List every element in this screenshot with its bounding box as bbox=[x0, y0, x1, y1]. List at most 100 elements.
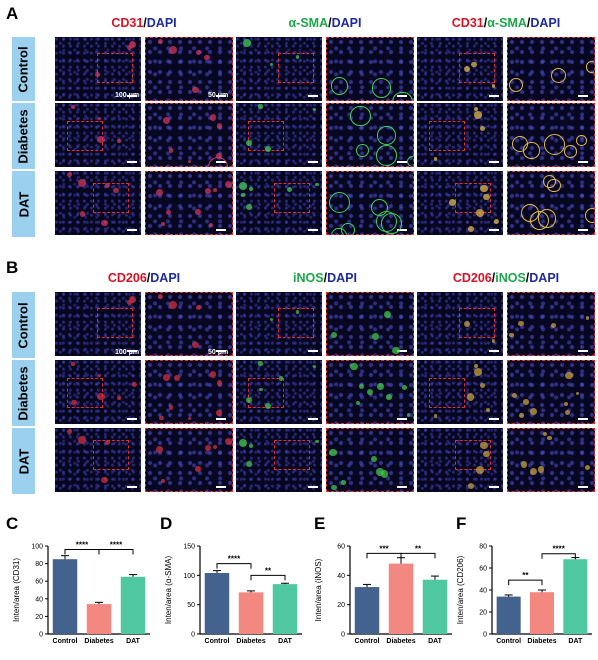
micrograph-zoom-a-r1-c2 bbox=[507, 103, 595, 167]
significance-bracket bbox=[216, 563, 252, 569]
stain-spot bbox=[537, 466, 545, 473]
stain-spot bbox=[551, 323, 557, 329]
micrograph-zoom-b-r0-c0 bbox=[145, 292, 233, 356]
micrograph-a-r2-c0 bbox=[55, 171, 141, 235]
micrograph-zoom-b-r0-c2 bbox=[507, 292, 595, 356]
panel-a-row-dat: DAT bbox=[12, 171, 35, 237]
micrograph-a-r1-c2 bbox=[417, 103, 503, 167]
micrograph-b-r1-c1 bbox=[236, 360, 322, 424]
micrograph-a-r2-c2 bbox=[417, 171, 503, 235]
stain-spot bbox=[246, 461, 253, 468]
stain-spot bbox=[328, 191, 350, 213]
stain-spot bbox=[463, 66, 471, 73]
x-tick-label: DAT bbox=[278, 638, 293, 645]
micrograph-b-r0-c0 bbox=[55, 292, 141, 356]
stain-spot bbox=[406, 156, 413, 166]
y-tick-label: 40 bbox=[35, 596, 43, 603]
micrograph-zoom-a-r1-c0 bbox=[145, 103, 233, 167]
stain-spot bbox=[473, 367, 482, 376]
stain-spot bbox=[473, 363, 478, 368]
y-tick-label: 20 bbox=[337, 602, 345, 609]
stain-spot bbox=[565, 371, 573, 380]
stain-spot bbox=[547, 435, 552, 441]
stain-spot bbox=[377, 126, 396, 145]
roi-box bbox=[97, 53, 133, 83]
stain-spot bbox=[371, 78, 392, 98]
stain-spot bbox=[483, 193, 490, 201]
stain-spot bbox=[169, 46, 178, 55]
bar-dat bbox=[272, 584, 298, 634]
scale-bar bbox=[127, 161, 137, 163]
micrograph-zoom-b-r2-c1 bbox=[326, 428, 414, 492]
panel-b-row-diabetes: Diabetes bbox=[12, 360, 35, 426]
stain-spot bbox=[205, 444, 212, 451]
stain-spot bbox=[259, 387, 263, 392]
y-tick-label: 20 bbox=[35, 614, 43, 621]
y-tick-label: 60 bbox=[337, 544, 345, 551]
stain-spot bbox=[468, 225, 475, 233]
stain-spot bbox=[216, 380, 223, 386]
significance-label: **** bbox=[552, 545, 565, 554]
stain-spot bbox=[468, 482, 475, 490]
significance-label: **** bbox=[76, 541, 89, 550]
stain-spot bbox=[248, 186, 254, 192]
x-tick-label: DAT bbox=[126, 638, 141, 645]
stain-spot bbox=[376, 211, 398, 233]
stain-spot bbox=[286, 186, 293, 193]
stain-spot bbox=[173, 375, 180, 382]
stain-spot bbox=[104, 182, 111, 188]
x-tick-label: Control bbox=[53, 638, 78, 645]
stain-spot bbox=[95, 71, 100, 77]
stain-spot bbox=[529, 210, 550, 231]
scale-bar bbox=[578, 418, 588, 420]
y-tick-label: 80 bbox=[479, 544, 487, 551]
stain-spot bbox=[205, 187, 212, 194]
stain-spot bbox=[258, 104, 263, 109]
stain-spot bbox=[476, 209, 485, 218]
scale-bar bbox=[216, 350, 226, 352]
roi-box bbox=[278, 308, 314, 338]
stain-spot bbox=[479, 383, 485, 389]
stain-spot bbox=[370, 455, 377, 462]
stain-spot bbox=[392, 346, 400, 355]
scale-bar bbox=[127, 229, 137, 231]
x-tick-label: Diabetes bbox=[84, 638, 113, 645]
x-tick-label: DAT bbox=[568, 638, 583, 645]
stain-spot bbox=[523, 399, 529, 406]
stain-spot bbox=[216, 410, 222, 416]
micrograph-zoom-b-r1-c2 bbox=[507, 360, 595, 424]
stain-spot bbox=[564, 402, 569, 407]
x-tick-label: Control bbox=[355, 638, 380, 645]
stain-spot bbox=[575, 135, 587, 146]
micrograph-a-r0-c2 bbox=[417, 37, 503, 101]
stain-spot bbox=[377, 383, 384, 390]
significance-label: *** bbox=[379, 544, 389, 553]
roi-box bbox=[455, 440, 491, 470]
stain-spot bbox=[67, 172, 73, 178]
y-tick-label: 150 bbox=[183, 544, 195, 551]
stain-spot bbox=[195, 208, 202, 215]
stain-spot bbox=[278, 376, 284, 381]
stain-spot bbox=[162, 116, 171, 125]
scale-bar bbox=[308, 486, 318, 488]
panel-a-row-diabetes: Diabetes bbox=[12, 103, 35, 169]
stain-spot bbox=[480, 441, 488, 450]
y-tick-label: 40 bbox=[479, 588, 487, 595]
scale-bar bbox=[578, 161, 588, 163]
significance-bracket bbox=[541, 553, 576, 559]
roi-box bbox=[93, 183, 129, 213]
stain-spot bbox=[127, 44, 133, 50]
roi-box bbox=[429, 121, 465, 151]
y-tick-label: 0 bbox=[191, 632, 195, 639]
y-tick-label: 50 bbox=[187, 602, 195, 609]
y-tick-label: 100 bbox=[31, 544, 43, 551]
micrograph-zoom-b-r1-c0 bbox=[145, 360, 233, 424]
stain-spot bbox=[191, 341, 199, 349]
y-tick-label: 60 bbox=[35, 579, 43, 586]
stain-spot bbox=[204, 54, 210, 60]
bar-chart-cd31: 0 20 40 60 80 100 Inten/area (CD31) Control Diab… bbox=[12, 541, 150, 645]
scale-bar bbox=[216, 95, 226, 97]
micrograph-zoom-a-r0-c2 bbox=[507, 37, 595, 101]
stain-spot bbox=[383, 311, 391, 318]
stain-spot bbox=[520, 460, 528, 468]
